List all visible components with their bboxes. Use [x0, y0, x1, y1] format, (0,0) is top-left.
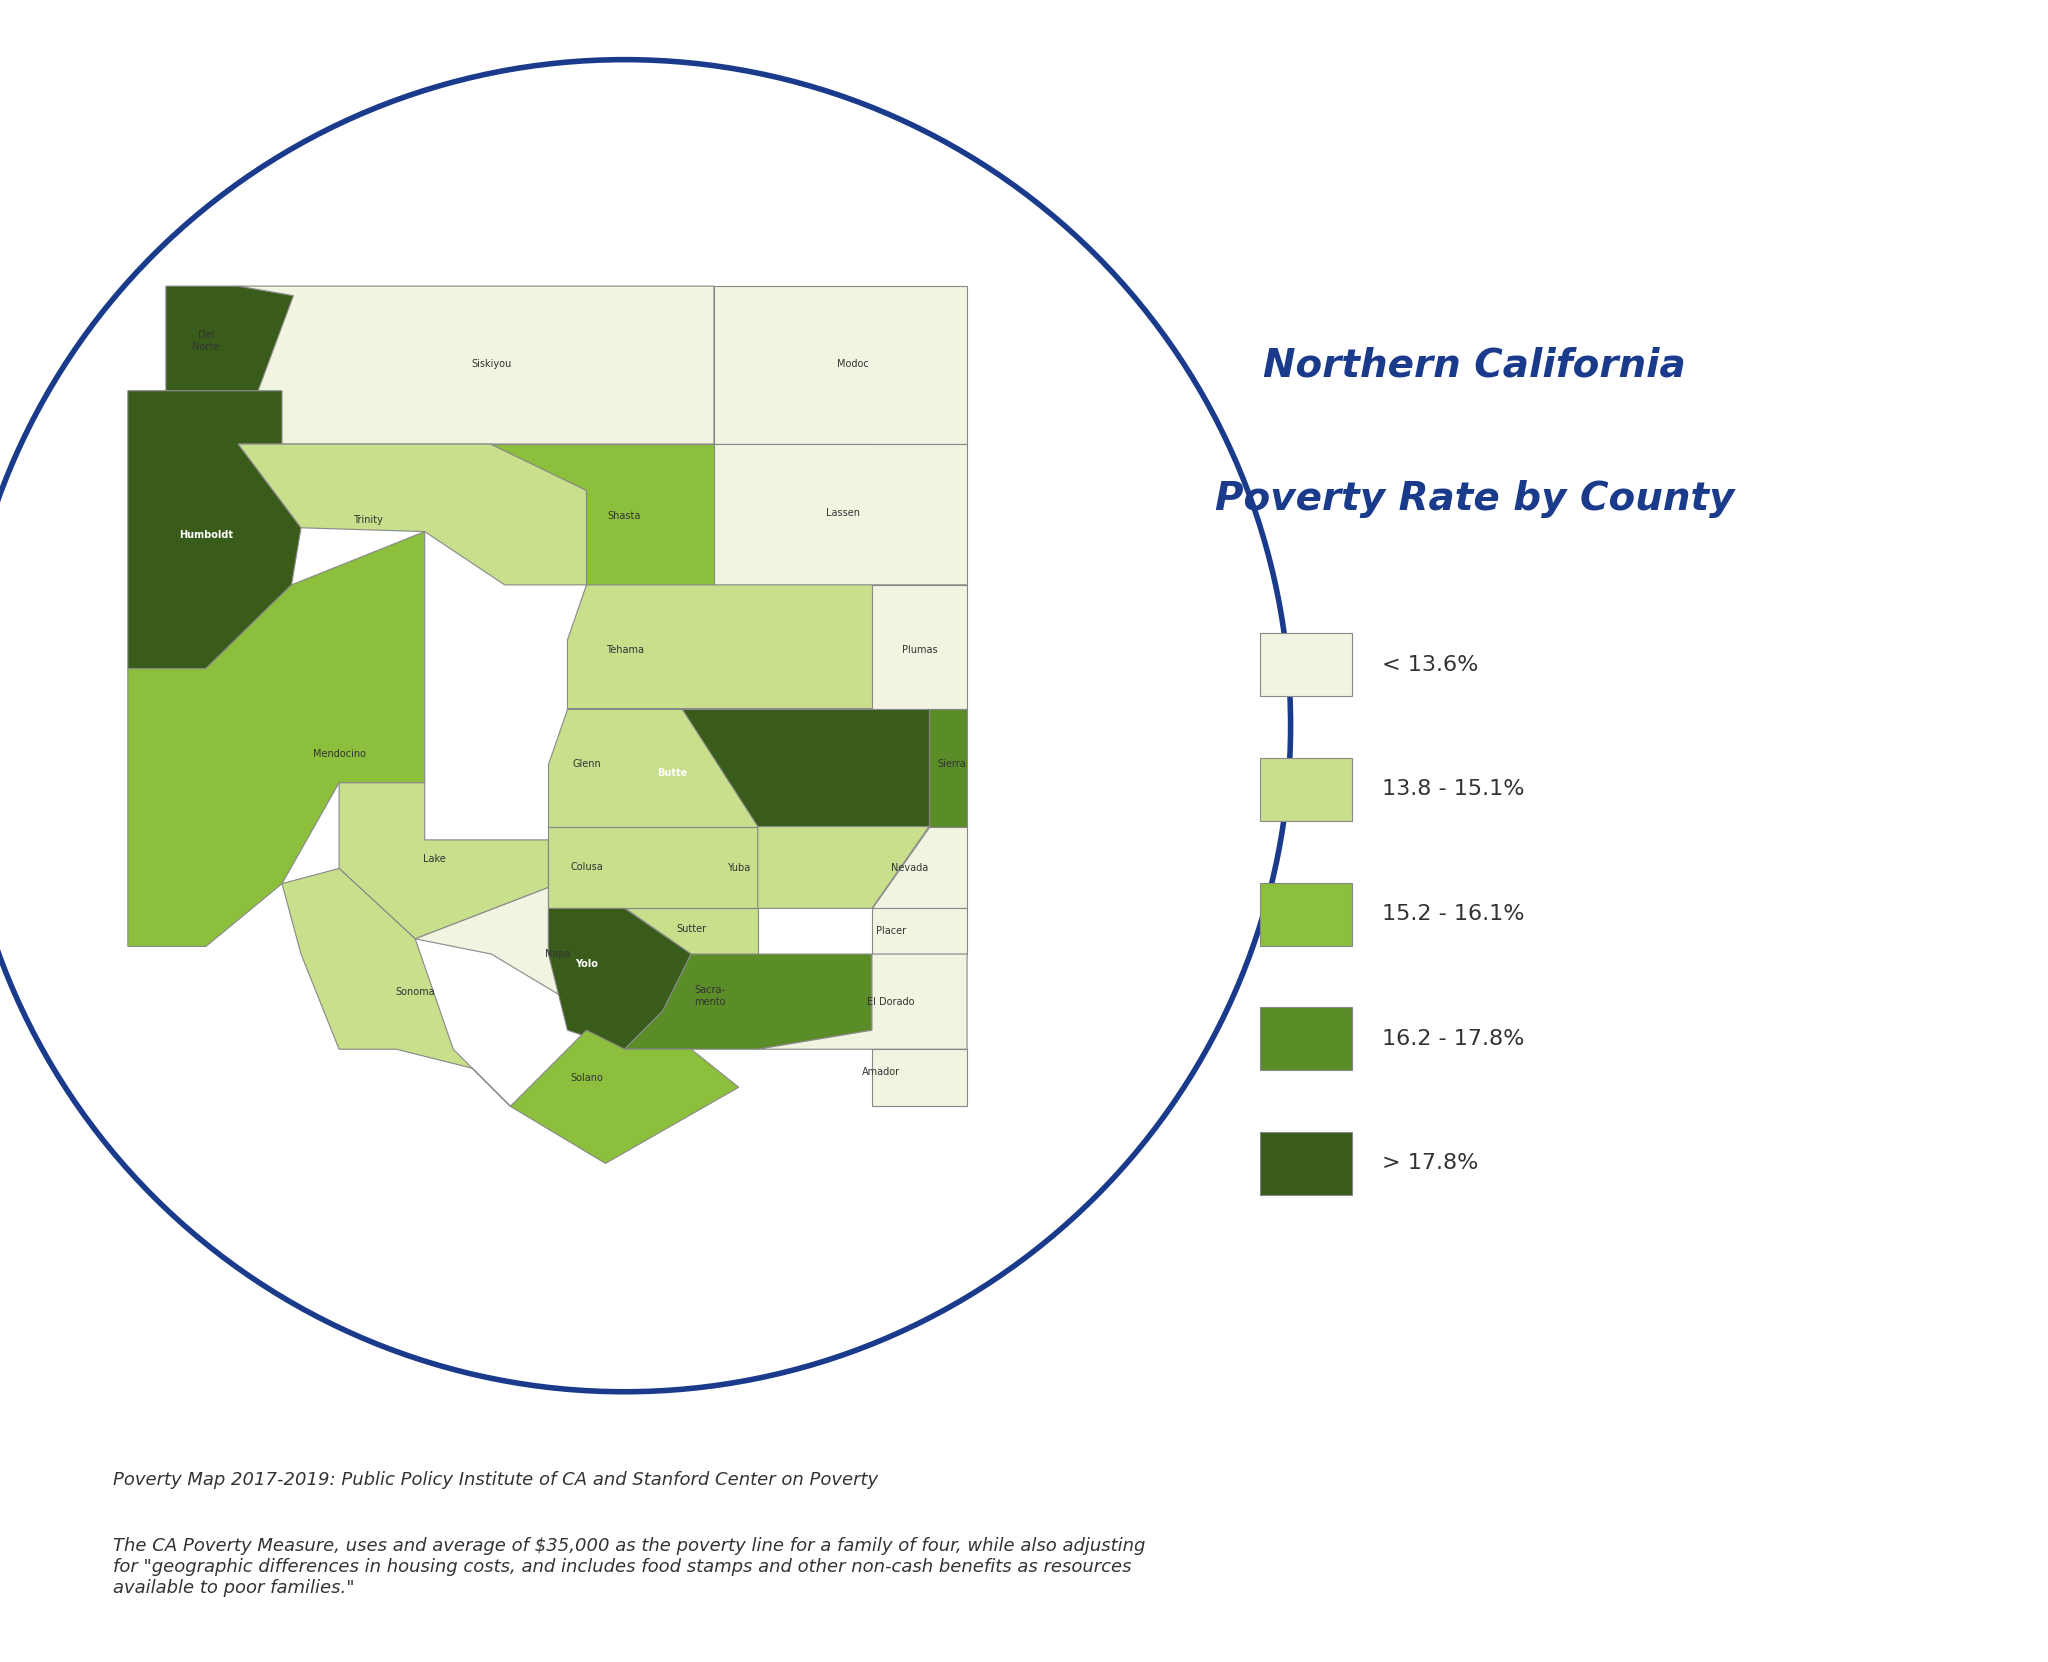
Text: Sierra: Sierra	[938, 760, 967, 770]
Polygon shape	[340, 783, 549, 939]
Text: Glenn: Glenn	[571, 760, 600, 770]
Polygon shape	[758, 954, 967, 1049]
Text: Poverty Map 2017-2019: Public Policy Institute of CA and Stanford Center on Pove: Poverty Map 2017-2019: Public Policy Ins…	[113, 1471, 879, 1489]
Text: Trinity: Trinity	[352, 515, 383, 525]
Polygon shape	[872, 909, 967, 954]
Polygon shape	[510, 1030, 739, 1163]
Polygon shape	[416, 888, 664, 1010]
Text: The CA Poverty Measure, uses and average of $35,000 as the poverty line for a fa: The CA Poverty Measure, uses and average…	[113, 1537, 1145, 1597]
Text: Sutter: Sutter	[676, 924, 707, 934]
Polygon shape	[127, 532, 424, 946]
Polygon shape	[872, 826, 967, 909]
Polygon shape	[872, 1049, 967, 1107]
Text: > 17.8%: > 17.8%	[1382, 1153, 1479, 1173]
Polygon shape	[166, 286, 311, 391]
Text: Poverty Rate by County: Poverty Rate by County	[1214, 480, 1735, 517]
Text: Del
Norte: Del Norte	[193, 331, 219, 352]
Text: Solano: Solano	[569, 1072, 602, 1082]
Text: Sonoma: Sonoma	[395, 987, 434, 997]
Text: Lake: Lake	[422, 854, 446, 864]
Text: Colusa: Colusa	[569, 861, 602, 871]
Text: Yolo: Yolo	[575, 959, 598, 969]
Text: < 13.6%: < 13.6%	[1382, 655, 1479, 675]
Text: 16.2 - 17.8%: 16.2 - 17.8%	[1382, 1029, 1526, 1049]
Text: Shasta: Shasta	[608, 512, 641, 522]
Polygon shape	[238, 286, 715, 444]
Polygon shape	[492, 444, 872, 585]
Text: Mendocino: Mendocino	[313, 750, 367, 760]
Polygon shape	[127, 391, 301, 668]
Polygon shape	[715, 444, 967, 585]
Polygon shape	[930, 708, 967, 826]
Text: Modoc: Modoc	[838, 359, 868, 369]
Text: Nevada: Nevada	[891, 864, 928, 874]
Text: 15.2 - 16.1%: 15.2 - 16.1%	[1382, 904, 1526, 924]
Text: Sacra-
mento: Sacra- mento	[694, 986, 725, 1007]
Text: Napa: Napa	[545, 949, 571, 959]
Polygon shape	[625, 909, 758, 954]
Polygon shape	[872, 585, 967, 708]
Polygon shape	[238, 444, 586, 585]
Polygon shape	[549, 826, 758, 909]
Text: 13.8 - 15.1%: 13.8 - 15.1%	[1382, 779, 1526, 799]
Text: Plumas: Plumas	[901, 645, 938, 655]
Polygon shape	[758, 826, 930, 909]
Text: Placer: Placer	[877, 926, 905, 936]
Polygon shape	[283, 869, 510, 1107]
Text: Yuba: Yuba	[727, 864, 750, 874]
Text: Northern California: Northern California	[1264, 347, 1686, 384]
Text: Tehama: Tehama	[606, 645, 643, 655]
Text: El Dorado: El Dorado	[866, 997, 915, 1007]
Text: Lassen: Lassen	[827, 507, 860, 517]
Text: Butte: Butte	[657, 768, 688, 778]
Text: Siskiyou: Siskiyou	[471, 359, 512, 369]
Text: Amador: Amador	[862, 1067, 901, 1077]
Polygon shape	[682, 708, 930, 826]
Polygon shape	[715, 286, 967, 444]
Polygon shape	[549, 909, 690, 1049]
Polygon shape	[567, 585, 967, 708]
Text: Humboldt: Humboldt	[178, 530, 233, 540]
Polygon shape	[549, 708, 758, 826]
Polygon shape	[625, 954, 872, 1049]
